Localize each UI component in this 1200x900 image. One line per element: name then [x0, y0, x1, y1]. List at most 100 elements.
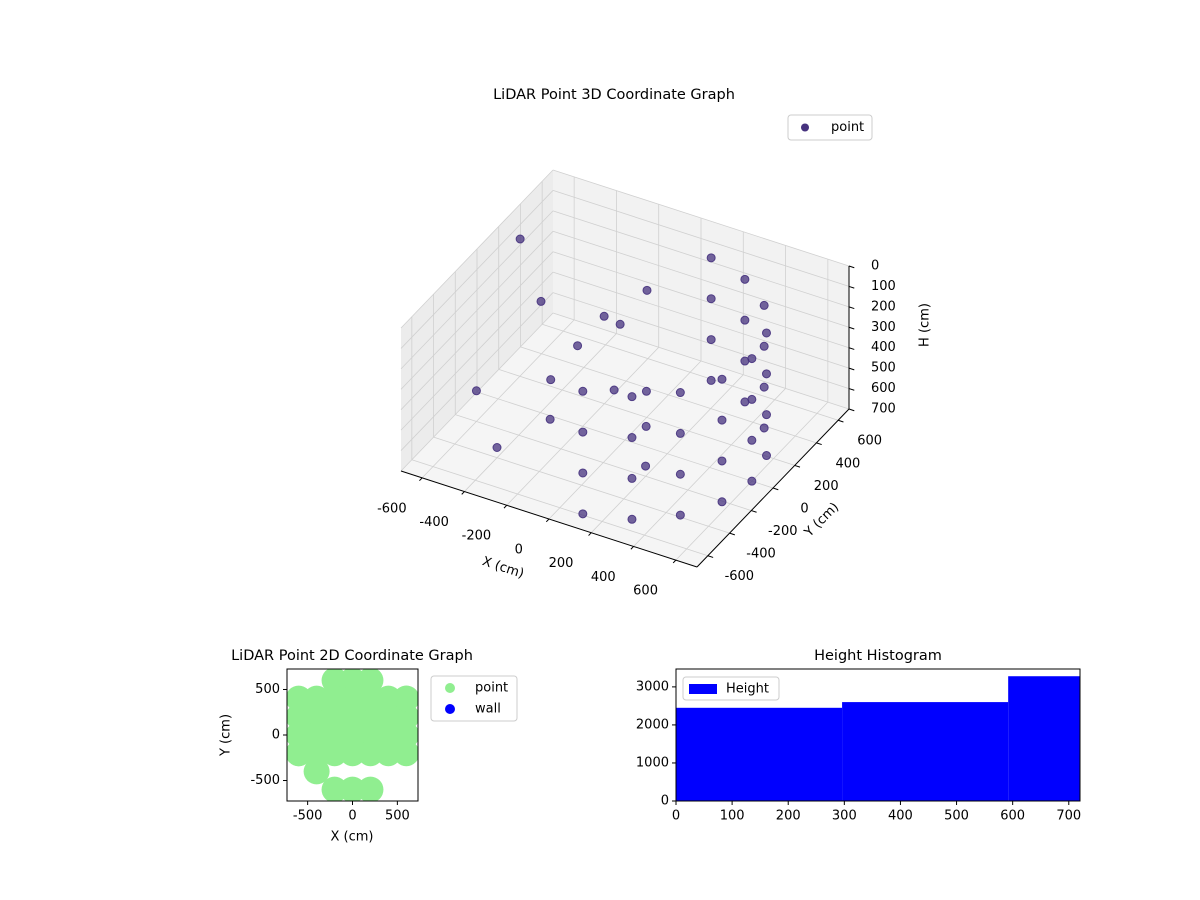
- z-tick: [848, 306, 855, 310]
- x-tick-label: 0: [348, 809, 356, 824]
- point: [762, 410, 772, 420]
- point: [545, 414, 555, 424]
- y-tick-label: 0: [661, 794, 669, 809]
- x-tick-label: 200: [549, 556, 574, 571]
- legend-label: point: [475, 681, 508, 696]
- grid-line: [455, 414, 752, 511]
- point: [641, 461, 651, 471]
- point: [675, 510, 685, 520]
- y-tick: [772, 487, 779, 491]
- y-tick: [837, 419, 844, 423]
- z-tick-label: 100: [871, 279, 896, 294]
- point: [717, 415, 727, 425]
- y-tick-label: 1000: [636, 755, 669, 770]
- point: [321, 722, 348, 748]
- point: [375, 685, 402, 712]
- point: [759, 423, 769, 433]
- point: [599, 311, 609, 321]
- grid-line: [400, 169, 554, 329]
- point: [641, 421, 651, 431]
- y-tick: [729, 532, 736, 536]
- point: [321, 740, 348, 767]
- z-tick-label: 500: [871, 361, 896, 376]
- y-tick-label: -500: [250, 773, 280, 788]
- point: [609, 385, 619, 395]
- x-tick: [503, 504, 508, 509]
- grid-line: [552, 190, 850, 287]
- chart-title: Height Histogram: [814, 648, 942, 664]
- point: [357, 685, 384, 712]
- y-tick-label: 500: [255, 682, 280, 697]
- point: [339, 703, 366, 730]
- point: [762, 369, 772, 379]
- x-axis-label: X (cm): [331, 830, 374, 845]
- point: [357, 703, 384, 730]
- point: [578, 386, 588, 396]
- legend-marker: [445, 704, 455, 714]
- point: [578, 509, 588, 519]
- y-tick: [816, 442, 822, 446]
- grid-line: [552, 210, 850, 308]
- point: [357, 669, 384, 694]
- grid-line: [400, 251, 554, 410]
- grid-line: [476, 391, 774, 489]
- y-tick-label: -400: [746, 547, 776, 562]
- point: [717, 456, 727, 466]
- x-tick-label: 0: [515, 542, 523, 557]
- point: [615, 319, 625, 329]
- grid-line: [552, 312, 850, 410]
- z-tick-label: 0: [871, 259, 879, 274]
- point: [740, 274, 750, 284]
- legend-box: [787, 114, 873, 141]
- x-tick: [419, 477, 423, 482]
- point: [536, 296, 546, 306]
- x-tick-label: -400: [419, 515, 449, 530]
- y-tick-label: -600: [725, 569, 755, 584]
- point: [546, 375, 556, 385]
- x-tick-label: 100: [720, 809, 745, 824]
- legend-box: [430, 675, 518, 722]
- x-tick-label: 500: [944, 809, 969, 824]
- point: [303, 703, 330, 730]
- z-tick: [848, 388, 855, 391]
- point: [471, 386, 481, 396]
- grid-line: [498, 369, 795, 466]
- point: [375, 703, 402, 730]
- z-tick-label: 300: [871, 320, 896, 335]
- bar: [842, 702, 1009, 801]
- point: [740, 315, 750, 325]
- point: [393, 685, 418, 712]
- grid-line: [400, 271, 554, 431]
- point: [762, 328, 772, 338]
- z-tick: [848, 408, 855, 412]
- x-axis-line: [400, 470, 698, 568]
- legend-label: point: [831, 120, 864, 135]
- point: [573, 341, 583, 351]
- y-tick-label: 400: [836, 456, 861, 471]
- point: [675, 428, 685, 438]
- z-tick: [848, 285, 855, 289]
- point: [393, 740, 418, 767]
- x-tick-label: 300: [832, 809, 857, 824]
- point: [740, 397, 750, 407]
- point: [706, 375, 716, 385]
- y-tick-label: 600: [857, 434, 882, 449]
- legend-label: Height: [726, 682, 769, 697]
- x-tick: [545, 518, 550, 523]
- y-tick: [794, 464, 801, 468]
- point: [492, 443, 502, 452]
- grid-line: [400, 190, 554, 349]
- point: [375, 722, 402, 748]
- point: [357, 722, 384, 748]
- point: [375, 740, 402, 767]
- point: [515, 234, 525, 244]
- grid-line: [542, 323, 839, 421]
- x-tick-label: 0: [672, 809, 680, 824]
- x-tick: [630, 546, 634, 550]
- z-tick: [848, 347, 855, 350]
- point: [339, 740, 366, 767]
- point: [578, 427, 588, 437]
- x-tick-label: -200: [462, 529, 492, 544]
- y-tick: [707, 555, 714, 558]
